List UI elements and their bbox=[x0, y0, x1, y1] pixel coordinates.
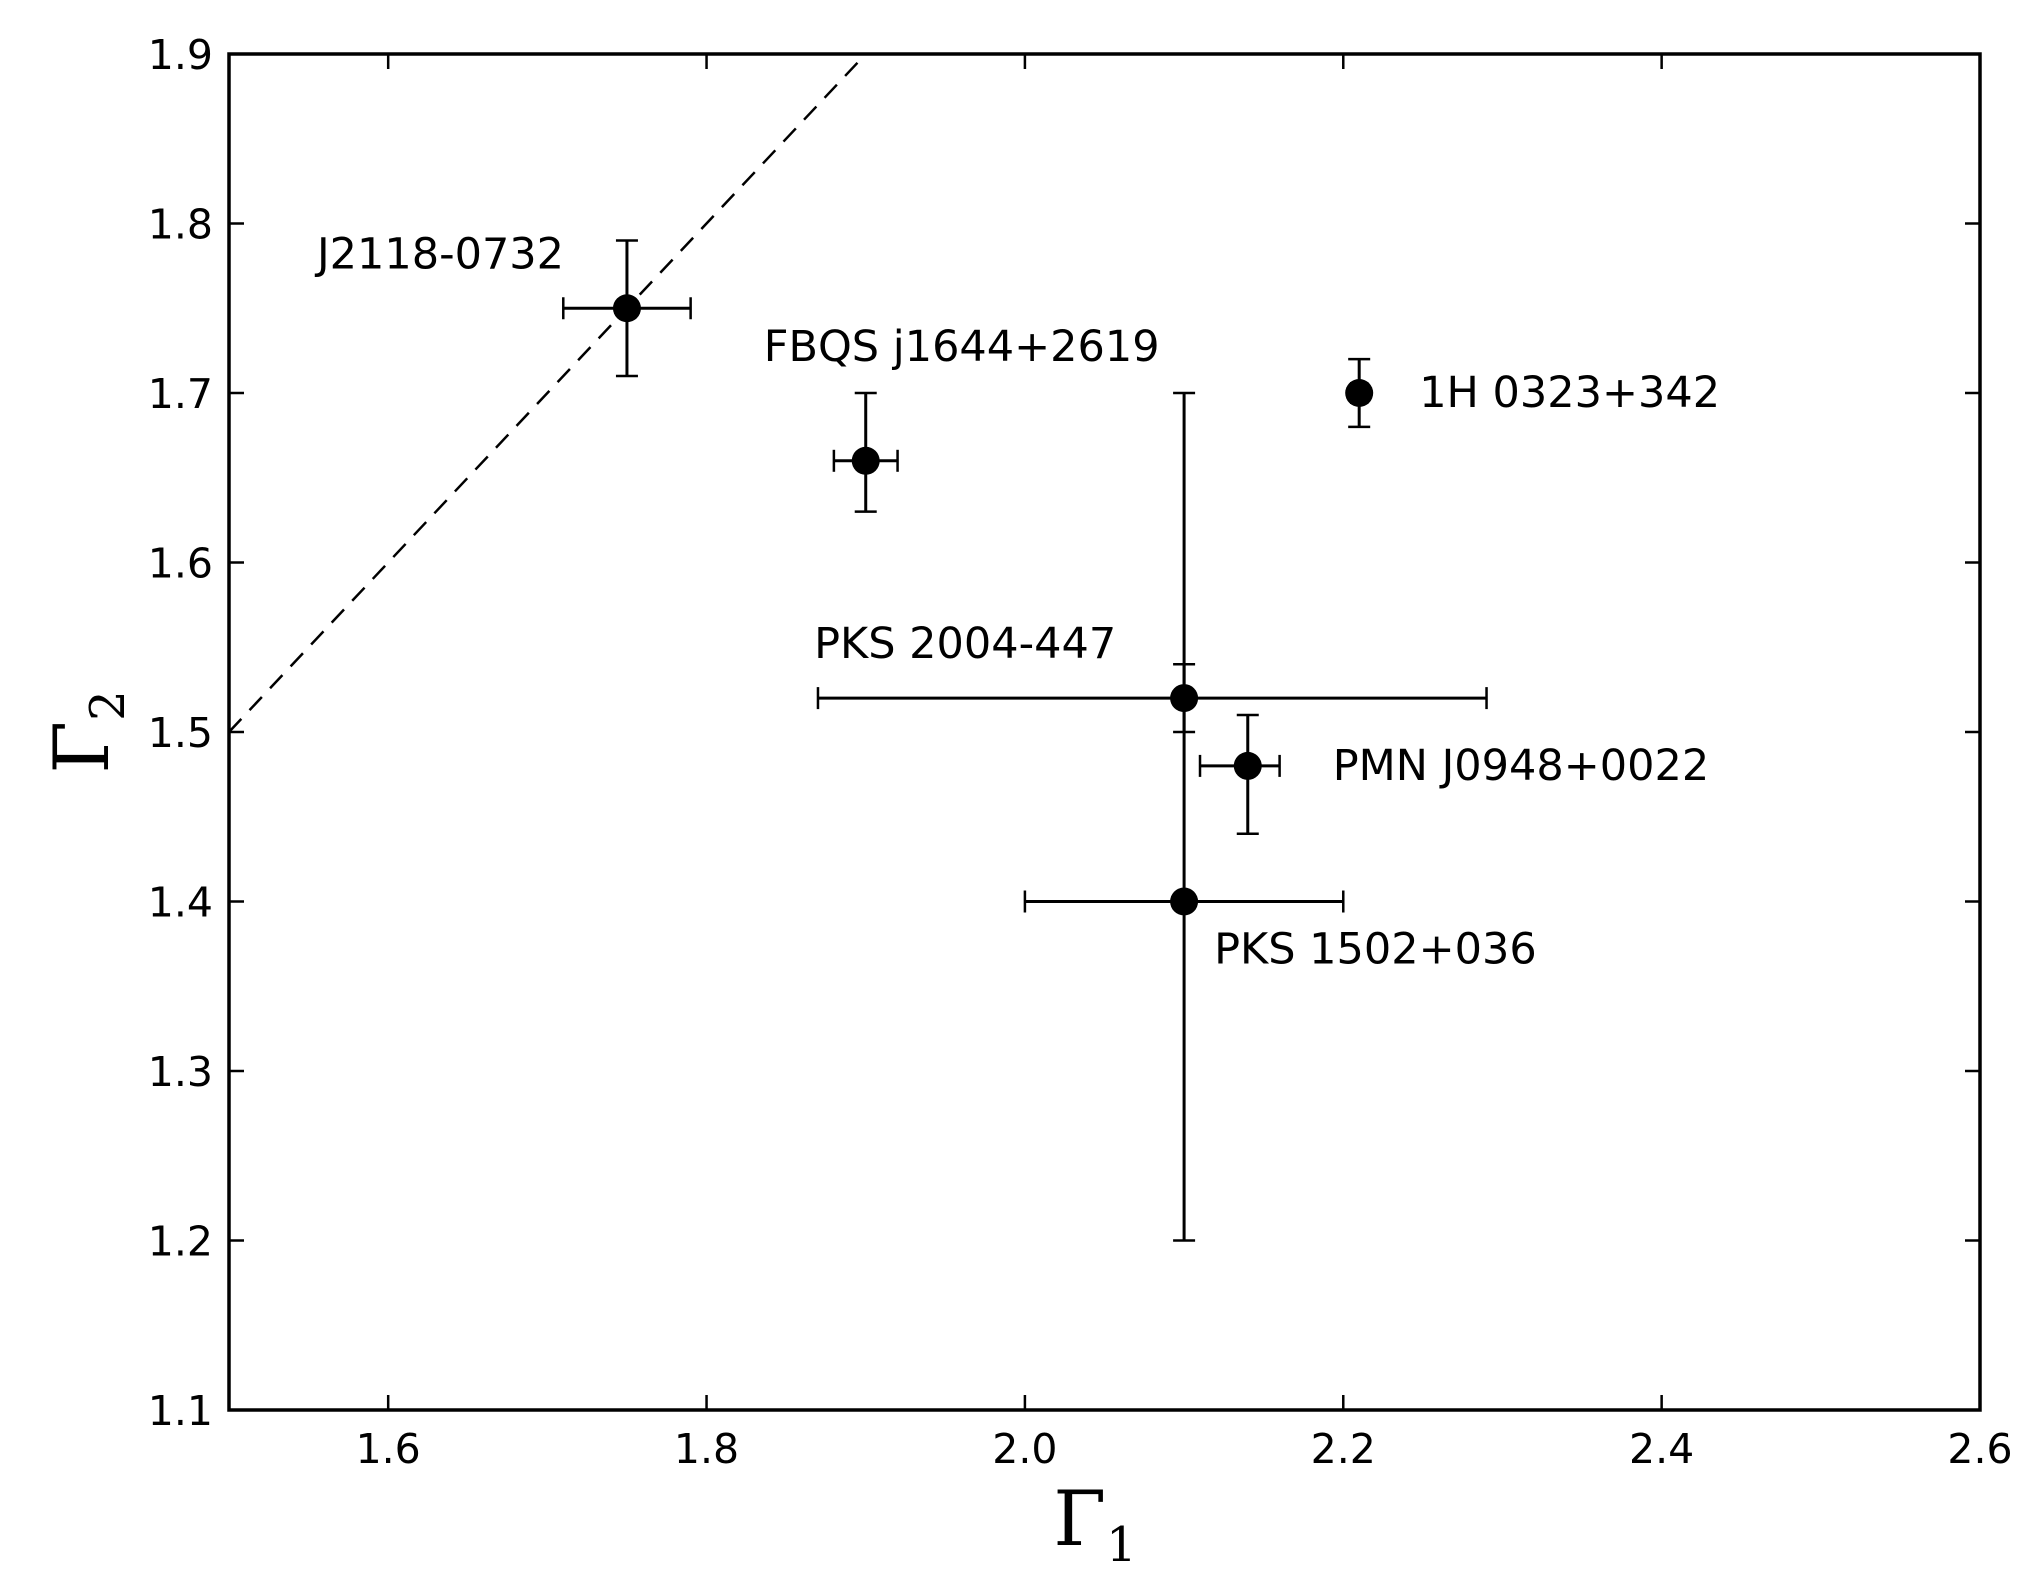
data-point bbox=[1170, 887, 1199, 916]
x-tick-label: 2.0 bbox=[992, 1425, 1057, 1473]
x-tick-label: 2.4 bbox=[1629, 1425, 1694, 1473]
y-tick-label: 1.8 bbox=[148, 201, 213, 249]
data-point bbox=[1170, 684, 1199, 713]
marker-layer bbox=[612, 294, 1374, 916]
data-point bbox=[851, 446, 880, 475]
point-label-layer: J2118-0732 FBQS j1644+2619 1H 0323+342 PKS … bbox=[314, 229, 1720, 974]
ticks-layer: 1.6 1.8 2.0 2.2 2.4 2.6 1.1 1.2 1.3 1.4 1.5 1.6 1.7 1… bbox=[148, 31, 2013, 1473]
point-label: J2118-0732 bbox=[314, 229, 564, 279]
x-axis-title: Γ1 bbox=[1053, 1474, 1136, 1573]
y-tick-label: 1.1 bbox=[148, 1387, 213, 1435]
point-label: FBQS j1644+2619 bbox=[764, 322, 1160, 372]
y-axis-title-main: Γ bbox=[37, 721, 126, 774]
y-tick-label: 1.9 bbox=[148, 31, 213, 79]
y-tick-label: 1.4 bbox=[148, 879, 213, 927]
data-point bbox=[1233, 751, 1262, 780]
data-point bbox=[1345, 379, 1374, 407]
x-tick-label: 2.2 bbox=[1311, 1425, 1376, 1473]
reference-line-dashed bbox=[229, 54, 867, 733]
x-axis-title-sub: 1 bbox=[1106, 1517, 1137, 1573]
y-axis-title-sub: 2 bbox=[80, 690, 136, 721]
point-label: 1H 0323+342 bbox=[1419, 368, 1720, 418]
point-label: PKS 2004-447 bbox=[814, 619, 1116, 669]
plot-frame bbox=[227, 52, 1982, 1412]
data-point bbox=[612, 294, 641, 323]
y-tick-label: 1.5 bbox=[148, 709, 213, 757]
y-tick-label: 1.7 bbox=[148, 370, 213, 418]
x-tick-label: 2.6 bbox=[1947, 1425, 2012, 1473]
x-axis-title-main: Γ bbox=[1053, 1474, 1106, 1563]
reference-line-layer bbox=[229, 54, 867, 733]
y-tick-label: 1.6 bbox=[148, 540, 213, 588]
x-tick-label: 1.8 bbox=[674, 1425, 739, 1473]
point-label: PMN J0948+0022 bbox=[1333, 741, 1709, 791]
y-tick-label: 1.2 bbox=[148, 1218, 213, 1266]
x-tick-label: 1.6 bbox=[356, 1425, 421, 1473]
y-axis-title: Γ2 bbox=[37, 690, 136, 773]
point-label: PKS 1502+036 bbox=[1214, 925, 1537, 975]
y-tick-label: 1.3 bbox=[148, 1048, 213, 1096]
